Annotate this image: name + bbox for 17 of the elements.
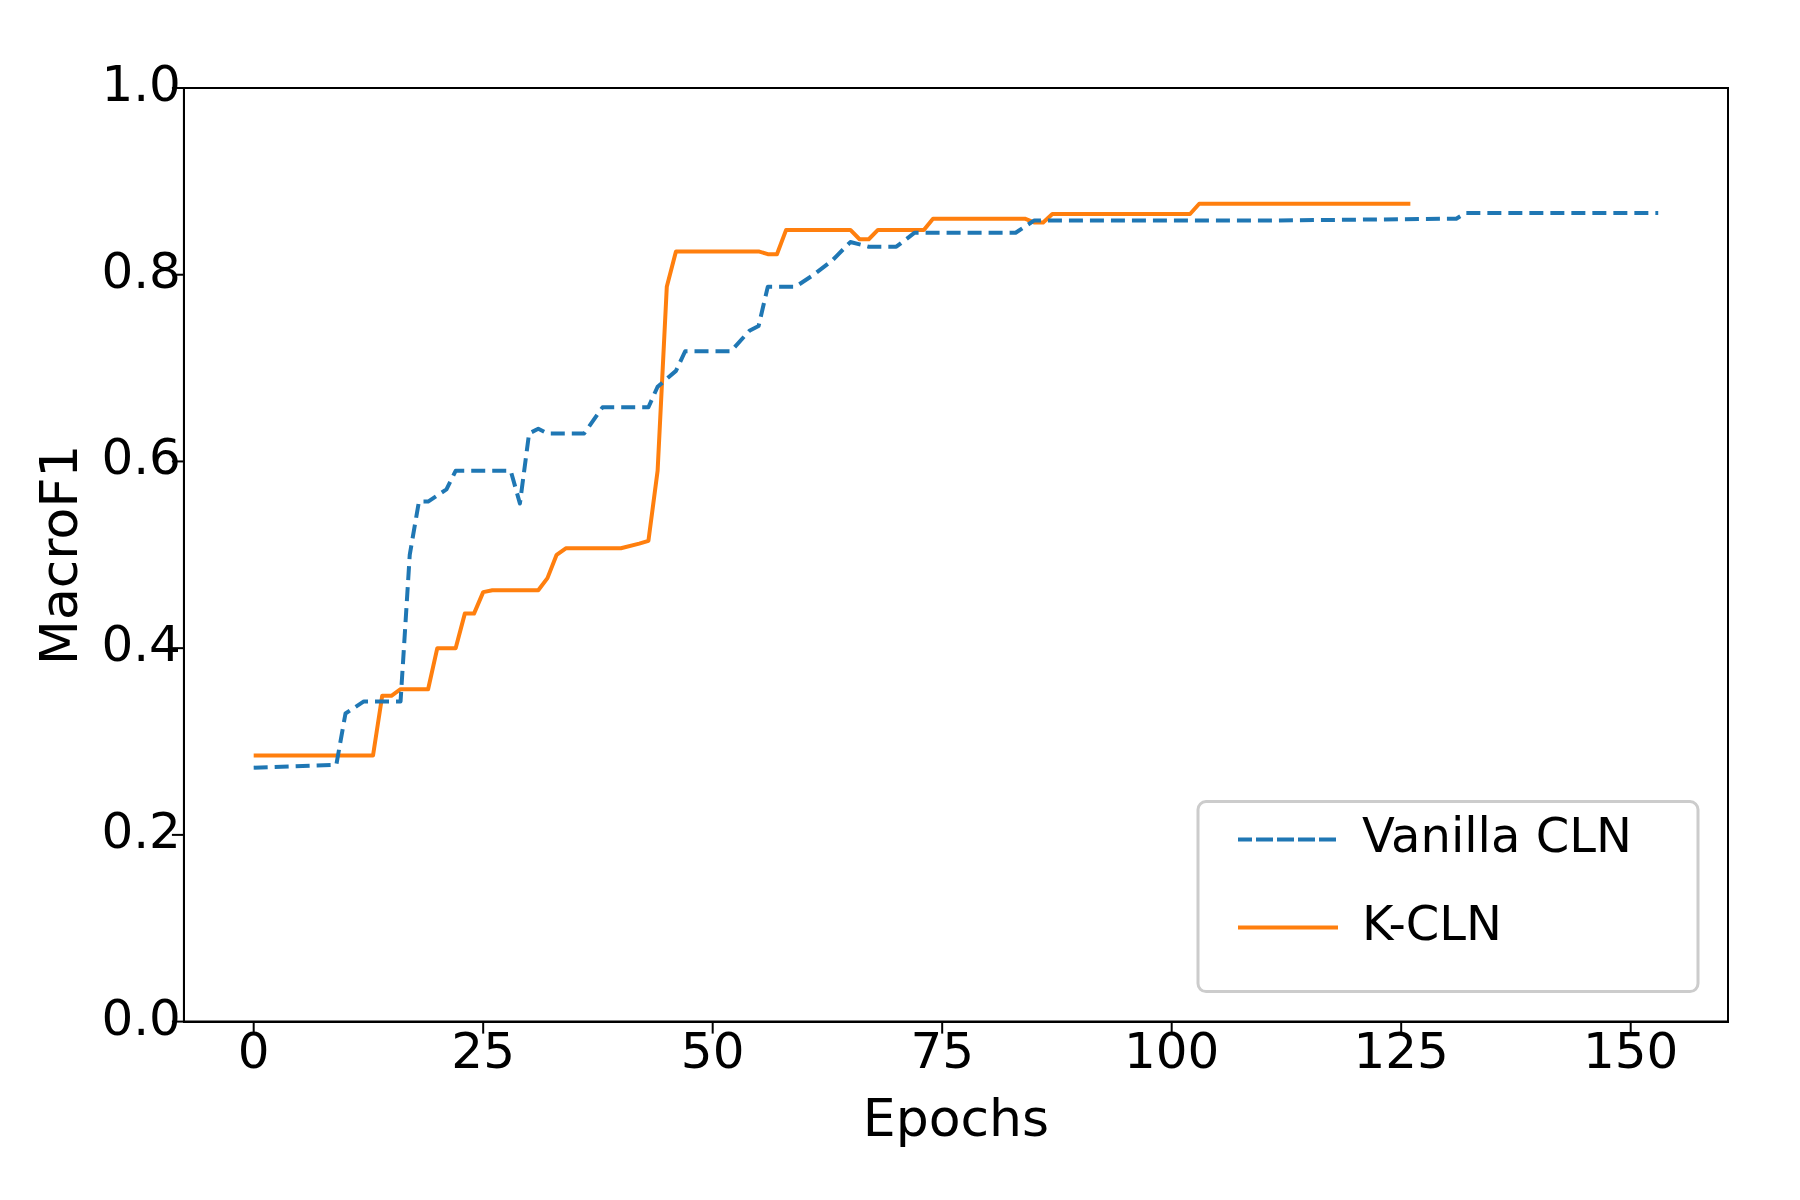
y-tick-label: 0.6 xyxy=(101,428,181,487)
y-axis-title: MacroF1 xyxy=(28,444,89,665)
y-tick-label: 0.8 xyxy=(101,241,181,300)
x-tick-label: 150 xyxy=(1582,1021,1679,1080)
legend-label: K-CLN xyxy=(1362,895,1502,952)
x-tick-label: 25 xyxy=(451,1021,515,1080)
x-axis-title: Epochs xyxy=(862,1088,1050,1149)
legend-label: Vanilla CLN xyxy=(1362,807,1632,864)
x-tick-label: 75 xyxy=(910,1021,974,1080)
x-tick-label: 0 xyxy=(237,1021,270,1080)
x-tick-label: 125 xyxy=(1353,1021,1449,1080)
x-tick-label: 100 xyxy=(1123,1021,1220,1080)
y-tick-label: 1.0 xyxy=(101,54,181,113)
y-tick-label: 0.0 xyxy=(101,988,181,1047)
y-tick-label: 0.4 xyxy=(101,615,181,674)
x-tick-label: 50 xyxy=(680,1021,745,1080)
y-tick-label: 0.2 xyxy=(101,801,181,860)
